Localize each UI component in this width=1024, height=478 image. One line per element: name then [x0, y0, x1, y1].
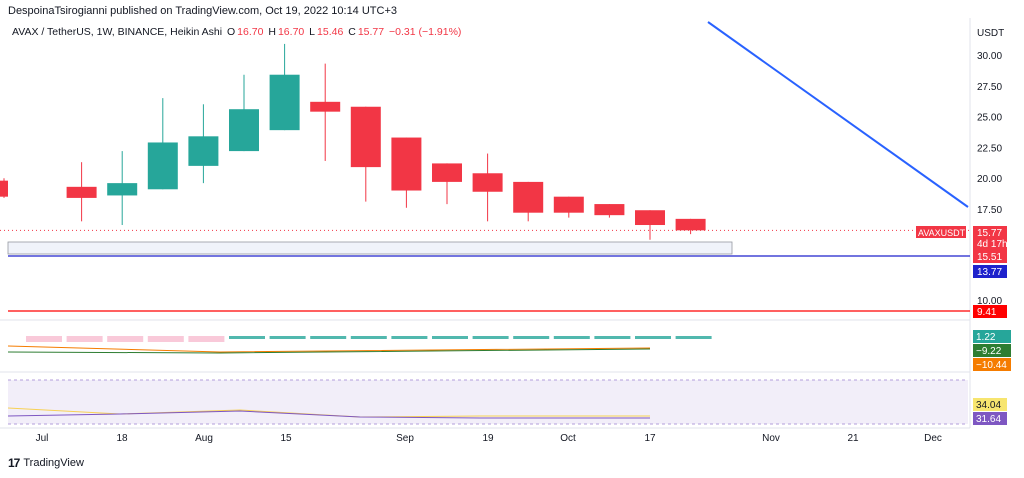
symbol-label: AVAX / TetherUS, 1W, BINANCE, Heikin Ash…	[12, 26, 223, 38]
x-tick-label: Jul	[36, 433, 49, 444]
close-value: 15.77	[357, 26, 385, 38]
candle-body	[229, 109, 259, 152]
histogram-bar	[229, 336, 265, 339]
histogram-bar	[188, 336, 225, 342]
indicator-tag-value: −10.44	[976, 360, 1007, 371]
tradingview-brand[interactable]: 17 TradingView	[8, 456, 84, 470]
candle-body	[432, 163, 462, 182]
x-tick-label: Nov	[762, 433, 780, 444]
y-tick-label: 20.00	[977, 174, 1002, 185]
indicator-tag-bg	[973, 358, 1011, 371]
candle-body	[147, 142, 178, 190]
candle-body	[350, 106, 381, 168]
rsi-tag-value: 31.64	[976, 414, 1001, 425]
candle-body	[635, 210, 665, 226]
histogram-bar	[553, 336, 590, 339]
y-axis-unit: USDT	[977, 28, 1004, 39]
y-tick-label: 27.50	[977, 82, 1002, 93]
tradingview-logo-icon: 17	[8, 456, 20, 470]
histogram-bar	[147, 336, 184, 342]
candle-body	[675, 218, 706, 231]
chart-legend: AVAX / TetherUS, 1W, BINANCE, Heikin Ash…	[12, 26, 463, 38]
trend-line	[707, 21, 969, 208]
rsi-tag-value: 34.04	[976, 400, 1001, 411]
publisher-line: DespoinaTsirogianni published on Trading…	[8, 5, 398, 17]
open-value: 16.70	[237, 26, 264, 38]
x-tick-label: 15	[280, 433, 292, 444]
candle-body	[513, 181, 544, 213]
rsi-tag-bg	[973, 412, 1007, 425]
histogram-bar	[66, 336, 103, 342]
signal-line	[7, 345, 651, 353]
rsi-line	[7, 410, 650, 419]
macd-line	[7, 348, 651, 354]
histogram-bar	[594, 336, 631, 339]
price-tag-value: 15.51	[977, 252, 1002, 263]
x-tick-label: 17	[644, 433, 656, 444]
x-tick-label: 19	[482, 433, 494, 444]
x-tick-label: Aug	[195, 433, 213, 444]
demand-zone-box	[7, 241, 733, 255]
x-tick-label: Oct	[560, 433, 576, 444]
rsi-band	[8, 380, 968, 424]
indicator-tag-bg	[973, 330, 1011, 343]
histogram-bar	[675, 336, 712, 339]
indicator-tag-value: −9.22	[976, 346, 1002, 357]
price-tag-bg	[973, 226, 1007, 250]
x-tick-label: Sep	[396, 433, 414, 444]
histogram-bar	[472, 336, 509, 339]
histogram-bar	[26, 336, 62, 342]
y-tick-label: 25.00	[977, 113, 1002, 124]
histogram-bar	[391, 336, 428, 339]
y-tick-label: 22.50	[977, 143, 1002, 154]
open-label: O	[227, 26, 236, 38]
rsi-tag-bg	[973, 398, 1007, 411]
candle-body	[472, 173, 503, 192]
histogram-bar	[350, 336, 387, 339]
candle-body	[188, 136, 219, 166]
histogram-bar	[107, 336, 144, 342]
histogram-bar	[432, 336, 468, 339]
price-tag-bg	[973, 250, 1007, 263]
y-tick-label: 30.00	[977, 51, 1002, 62]
price-tag-countdown: 4d 17h	[977, 239, 1008, 250]
histogram-bar	[635, 336, 671, 339]
price-tag-value: 9.41	[977, 307, 997, 318]
close-label: C	[348, 26, 356, 38]
candle-body	[269, 74, 300, 131]
high-label: H	[268, 26, 276, 38]
low-value: 15.46	[317, 26, 344, 38]
candle-body	[391, 137, 422, 191]
symbol-tag-label: AVAXUSDT	[918, 228, 966, 238]
symbol-tag-bg	[916, 226, 966, 238]
low-label: L	[309, 26, 316, 38]
y-tick-label: 10.00	[977, 296, 1002, 307]
brand-label: TradingView	[23, 457, 84, 469]
candle-body	[553, 196, 584, 213]
indicator-tag-bg	[973, 344, 1011, 357]
candle-body	[0, 180, 8, 197]
price-tag-bg	[973, 305, 1007, 318]
x-tick-label: 21	[847, 433, 859, 444]
indicator-tag-value: 1.22	[976, 332, 996, 343]
candle-body	[594, 204, 625, 216]
x-tick-label: 18	[116, 433, 128, 444]
candle-body	[310, 101, 341, 112]
histogram-bar	[513, 336, 550, 339]
price-tag-value: 15.77	[977, 228, 1002, 239]
y-tick-label: 17.50	[977, 205, 1002, 216]
candle-body	[66, 186, 97, 198]
histogram-bar	[269, 336, 306, 339]
change-value: −0.31 (−1.91%)	[389, 26, 462, 38]
price-tag-bg	[973, 265, 1007, 278]
price-tag-value: 13.77	[977, 267, 1002, 278]
histogram-bar	[310, 336, 347, 339]
high-value: 16.70	[277, 26, 305, 38]
x-tick-label: Dec	[924, 433, 942, 444]
candle-body	[107, 183, 138, 196]
